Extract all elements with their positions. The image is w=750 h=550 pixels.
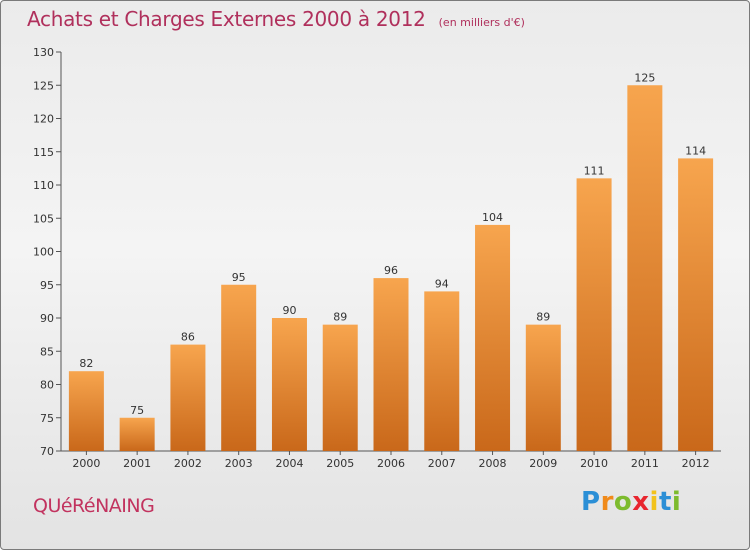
y-tick-label: 125	[33, 79, 54, 92]
x-tick-label: 2009	[529, 457, 557, 470]
data-label: 89	[536, 311, 550, 324]
y-tick-label: 130	[33, 46, 54, 59]
logo-letter: i	[671, 487, 682, 517]
y-tick-label: 75	[40, 412, 54, 425]
bars	[68, 85, 714, 451]
chart-subtitle: (en milliers d'€)	[438, 16, 525, 29]
x-tick-label: 2001	[123, 457, 151, 470]
bar-2004	[271, 318, 307, 451]
data-label: 86	[181, 331, 195, 344]
logo-letter: r	[600, 487, 614, 517]
y-tick-label: 115	[33, 146, 54, 159]
data-label: 104	[482, 211, 503, 224]
x-tick-label: 2010	[580, 457, 608, 470]
y-tick-label: 90	[40, 312, 54, 325]
bar-2008	[475, 224, 511, 451]
x-tick-label: 2012	[682, 457, 710, 470]
data-label: 96	[384, 264, 398, 277]
x-tick-label: 2011	[631, 457, 659, 470]
bar-2011	[627, 85, 663, 451]
proxiti-logo: Proxiti	[581, 487, 681, 517]
data-label: 89	[333, 311, 347, 324]
chart-title: Achats et Charges Externes 2000 à 2012	[27, 7, 426, 31]
bar-2006	[373, 278, 409, 451]
commune-name: QUéRéNAING	[33, 495, 155, 517]
bar-2001	[119, 417, 155, 451]
data-label: 114	[685, 144, 706, 157]
logo-letter: t	[658, 487, 672, 517]
x-tick-label: 2002	[174, 457, 202, 470]
x-tick-label: 2008	[479, 457, 507, 470]
x-tick-label: 2006	[377, 457, 405, 470]
bar-2000	[68, 371, 104, 451]
y-tick-label: 120	[33, 113, 54, 126]
data-label: 95	[232, 271, 246, 284]
axes: 70 75 80 85 90 95 100 105 110 115 120 125 130	[33, 46, 721, 458]
logo-letter: o	[613, 487, 633, 517]
data-label: 82	[79, 357, 93, 370]
bar-2009	[525, 324, 561, 451]
y-tick-label: 70	[40, 445, 54, 458]
bar-2012	[678, 158, 714, 451]
title-row: Achats et Charges Externes 2000 à 2012 (…	[27, 7, 525, 31]
bar-2002	[170, 344, 206, 451]
y-tick-label: 105	[33, 212, 54, 225]
x-tick-label: 2007	[428, 457, 456, 470]
y-tick-label: 95	[40, 279, 54, 292]
y-tick-label: 110	[33, 179, 54, 192]
logo-letter: x	[632, 487, 650, 517]
logo-letter: i	[649, 487, 659, 517]
bar-2003	[221, 284, 257, 451]
x-tick-label: 2003	[225, 457, 253, 470]
bar-2010	[576, 178, 612, 451]
bar-2005	[322, 324, 358, 451]
labels: 2000 82 2001 75 2002 86 2003 95 2004 90 2005 89 2006…	[72, 71, 709, 470]
x-tick-label: 2004	[275, 457, 303, 470]
y-tick-label: 100	[33, 246, 54, 259]
data-label: 125	[634, 71, 655, 84]
data-label: 94	[435, 277, 449, 290]
data-label: 111	[584, 164, 605, 177]
y-tick-label: 80	[40, 379, 54, 392]
data-label: 75	[130, 404, 144, 417]
x-tick-label: 2005	[326, 457, 354, 470]
y-tick-label: 85	[40, 345, 54, 358]
bar-2007	[424, 291, 460, 451]
x-tick-label: 2000	[72, 457, 100, 470]
data-label: 90	[282, 304, 296, 317]
logo-letter: P	[581, 487, 601, 517]
